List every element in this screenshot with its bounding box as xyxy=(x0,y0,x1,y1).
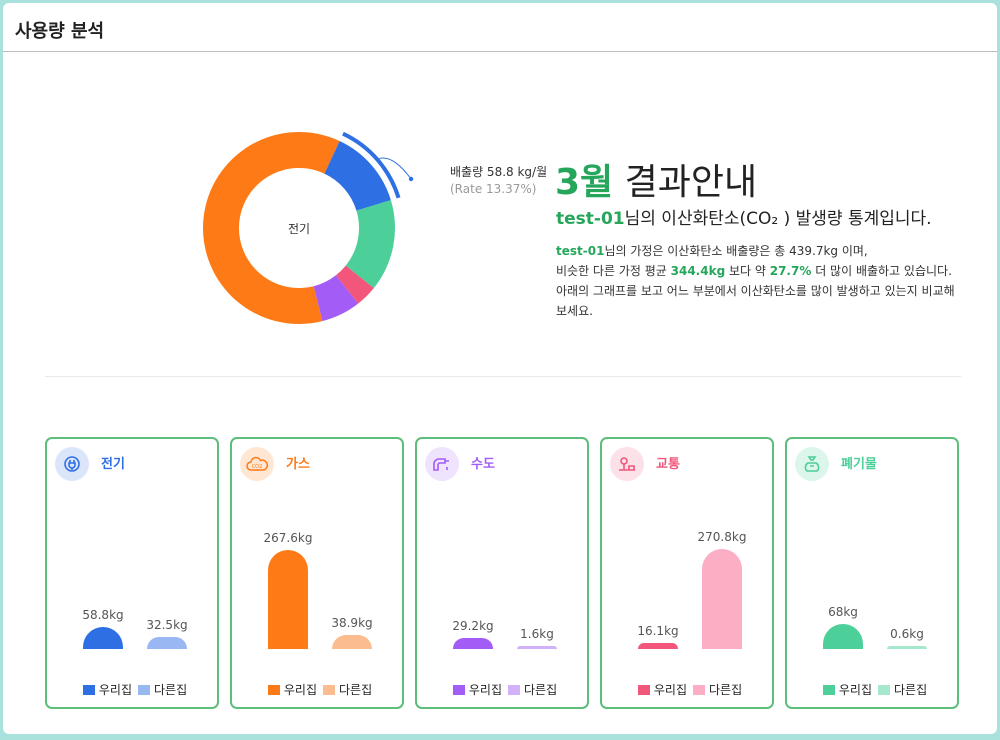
legend-label: 우리집 xyxy=(653,683,687,697)
result-description: test-01님의 가정은 이산화탄소 배출량은 총 439.7kg 이며, 비슷… xyxy=(556,241,966,321)
desc-line-3: 아래의 그래프를 보고 어느 부분에서 이산화탄소를 많이 발생하고 있는지 비… xyxy=(556,284,955,318)
co2-cloud-icon: CO2 xyxy=(240,447,274,481)
bar-legend: 우리집 다른집 xyxy=(417,681,587,698)
legend-swatch xyxy=(452,685,465,695)
bar-ours[interactable] xyxy=(268,550,308,649)
callout-line xyxy=(378,157,412,180)
faucet-icon xyxy=(425,447,459,481)
plug-icon xyxy=(55,447,89,481)
desc-average: 344.4kg xyxy=(670,264,726,278)
active-slice-highlight xyxy=(342,131,401,199)
transport-icon xyxy=(610,447,644,481)
headline-month: 3월 xyxy=(555,162,614,203)
bar-ours[interactable] xyxy=(823,623,863,649)
donut-slice-0[interactable] xyxy=(324,140,391,211)
donut-center-label: 전기 xyxy=(288,222,310,236)
divider xyxy=(45,376,961,377)
legend-label: 다른집 xyxy=(154,683,188,697)
legend-label: 우리집 xyxy=(468,683,502,697)
subtitle-text: 님의 이산화탄소(CO₂ ) 발생량 통계입니다. xyxy=(624,209,932,229)
bar-legend: 우리집 다른집 xyxy=(602,681,772,698)
donut-chart: 전기 xyxy=(203,131,414,324)
legend-label: 다른집 xyxy=(709,683,743,697)
card-title: 교통 xyxy=(656,457,680,472)
donut-slice-3[interactable] xyxy=(313,275,359,322)
desc-line-2b: 보다 약 xyxy=(725,264,770,278)
bar-value-label: 29.2kg xyxy=(452,619,494,634)
legend-swatch xyxy=(693,685,705,695)
bar-others[interactable] xyxy=(887,646,927,649)
bar-value-label: 270.8kg xyxy=(697,530,747,544)
donut-slice-4[interactable] xyxy=(203,132,340,324)
bar-value-label: 1.6kg xyxy=(520,627,554,641)
donut-slice-1[interactable] xyxy=(345,200,395,289)
legend-label: 우리집 xyxy=(838,683,872,697)
svg-text:CO2: CO2 xyxy=(252,464,263,470)
category-card-2: 수도 29.2kg 1.6kg 우리집 다른집 xyxy=(415,437,589,709)
callout-dot xyxy=(408,176,414,182)
legend-label: 다른집 xyxy=(524,683,558,697)
desc-line-2a: 비슷한 다른 가정 평균 xyxy=(556,264,671,278)
legend-label: 우리집 xyxy=(283,683,317,697)
headline-text: 결과안내 xyxy=(613,162,758,203)
bar-value-label: 68kg xyxy=(828,604,858,619)
card-title: 가스 xyxy=(286,457,310,472)
desc-percent: 27.7% xyxy=(769,264,812,278)
bar-others[interactable] xyxy=(147,637,187,649)
bar-value-label: 267.6kg xyxy=(263,531,313,546)
bar-ours[interactable] xyxy=(453,638,493,649)
desc-user-id: test-01 xyxy=(556,244,605,258)
category-card-3: 교통 16.1kg 270.8kg 우리집 다른집 xyxy=(600,437,774,709)
legend-label: 다른집 xyxy=(339,683,373,697)
callout-emission: 배출량 58.8 kg/월 xyxy=(450,165,548,179)
bar-others[interactable] xyxy=(517,646,557,649)
header: 사용량 분석 xyxy=(3,3,997,52)
category-card-1: CO2 가스 267.6kg 38.9kg 우리집 다른집 xyxy=(230,437,404,709)
bar-value-label: 58.8kg xyxy=(82,608,124,623)
bar-ours[interactable] xyxy=(83,627,123,649)
result-subtitle: test-01님의 이산화탄소(CO₂ ) 발생량 통계입니다. xyxy=(556,204,932,229)
legend-swatch xyxy=(637,685,650,695)
bar-value-label: 0.6kg xyxy=(890,627,924,641)
callout-rate: (Rate 13.37%) xyxy=(450,182,537,196)
bar-legend: 우리집 다른집 xyxy=(47,681,217,698)
legend-label: 다른집 xyxy=(894,683,928,697)
bar-ours[interactable] xyxy=(638,643,678,649)
category-card-0: 전기 58.8kg 32.5kg 우리집 다른집 xyxy=(45,437,219,709)
desc-line-1: 님의 가정은 이산화탄소 배출량은 총 439.7kg 이며, xyxy=(604,244,868,258)
waste-bag-icon xyxy=(795,447,829,481)
result-headline: 3월 결과안내 xyxy=(555,153,757,205)
card-title: 전기 xyxy=(101,457,125,472)
bar-value-label: 32.5kg xyxy=(146,618,188,632)
category-card-4: 폐기물 68kg 0.6kg 우리집 다른집 xyxy=(785,437,959,709)
legend-label: 우리집 xyxy=(98,683,132,697)
card-title: 폐기물 xyxy=(841,457,877,472)
legend-swatch xyxy=(323,685,335,695)
legend-swatch xyxy=(822,685,835,695)
donut-slice-2[interactable] xyxy=(335,265,374,304)
legend-swatch xyxy=(508,685,520,695)
bar-value-label: 38.9kg xyxy=(331,615,373,630)
analysis-panel: 사용량 분석 전기 배출량 58.8 kg/월 (Rate 13.37%) 3월… xyxy=(3,3,997,734)
page-title: 사용량 분석 xyxy=(15,21,105,42)
legend-swatch xyxy=(82,685,95,695)
legend-swatch xyxy=(138,685,150,695)
desc-line-2c: 더 많이 배출하고 있습니다. xyxy=(811,264,952,278)
bar-others[interactable] xyxy=(332,634,372,649)
bar-legend: 우리집 다른집 xyxy=(232,681,402,698)
bar-others[interactable] xyxy=(702,549,742,649)
bar-legend: 우리집 다른집 xyxy=(787,681,957,698)
card-title: 수도 xyxy=(471,457,495,472)
legend-swatch xyxy=(878,685,890,695)
legend-swatch xyxy=(267,685,280,695)
user-id: test-01 xyxy=(556,209,625,229)
bar-value-label: 16.1kg xyxy=(637,624,679,639)
